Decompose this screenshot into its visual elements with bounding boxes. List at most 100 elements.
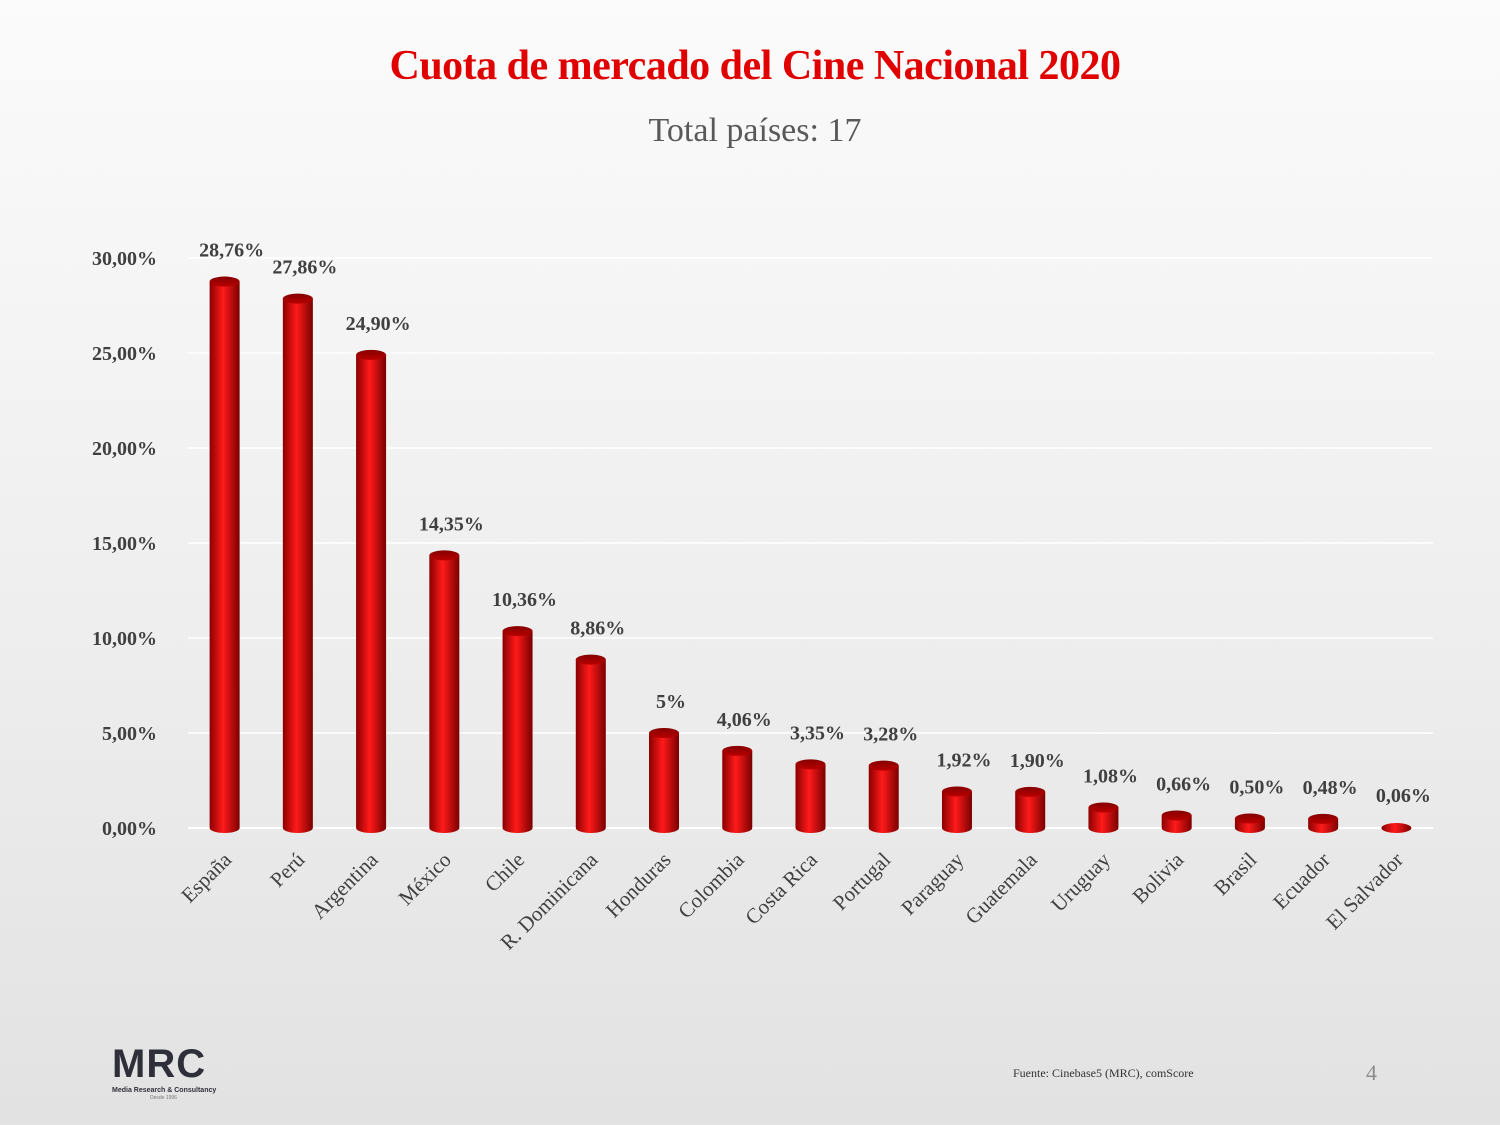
data-label: 24,90% [346, 313, 411, 335]
data-label: 3,35% [790, 722, 845, 744]
bar [1161, 810, 1192, 833]
bar-cap-shade [722, 745, 753, 756]
bar [429, 550, 460, 833]
bar-cap-shade [868, 760, 899, 771]
y-tick-label: 5,00% [102, 723, 157, 745]
chart-subtitle: Total países: 17 [648, 112, 862, 149]
y-tick-label: 30,00% [92, 248, 157, 270]
x-tick-label: Ecuador [1268, 848, 1334, 914]
x-tick-label: Argentina [307, 847, 384, 924]
bar-body [1088, 807, 1119, 833]
data-label: 1,90% [1010, 750, 1065, 772]
bar-cap-shade [209, 276, 240, 287]
x-tick-label: Chile [480, 848, 529, 897]
logo-since: Desde 1996 [150, 1095, 177, 1101]
x-tick-label: España [176, 847, 236, 907]
bar [209, 276, 240, 833]
x-tick-label: Bolivia [1128, 847, 1189, 908]
bar-cap-shade [1161, 810, 1192, 821]
x-tick-label: Honduras [601, 848, 676, 923]
bar [1015, 786, 1046, 833]
logo-subtitle: Media Research & Consultancy [112, 1087, 217, 1094]
page-number: 4 [1366, 1060, 1377, 1085]
bar [941, 786, 972, 833]
mrc-logo: MRC Media Research & Consultancy Desde 1… [112, 1044, 242, 1101]
bar-cap-shade [429, 550, 460, 561]
data-label: 0,50% [1229, 777, 1284, 799]
x-tick-label: Paraguay [896, 847, 969, 920]
y-tick-label: 0,00% [102, 818, 157, 840]
x-tick-label: Perú [265, 847, 310, 892]
data-label: 28,76% [199, 240, 264, 262]
bar-body [1381, 823, 1412, 833]
bar [1308, 813, 1339, 833]
bar-body [722, 750, 753, 833]
bar-cap-shade [356, 349, 387, 360]
data-label: 4,06% [717, 709, 772, 731]
y-tick-label: 10,00% [92, 628, 157, 650]
bar-body [1015, 791, 1046, 833]
y-axis-ticks: 0,00% 5,00% 10,00% 15,00% 20,00% 25,00% 30,00% [92, 248, 157, 840]
bars [209, 276, 1412, 833]
data-label: 8,86% [570, 618, 625, 640]
data-label: 0,48% [1303, 777, 1358, 799]
bar-cap-shade [941, 786, 972, 797]
x-tick-label: Portugal [828, 847, 895, 914]
bar-body [575, 659, 606, 833]
data-label: 10,36% [492, 589, 557, 611]
bar-body [649, 733, 680, 833]
bar [795, 759, 826, 833]
logo-mark: MRC [112, 1042, 207, 1086]
x-tick-label: Costa Rica [740, 847, 822, 929]
bar [356, 349, 387, 833]
bar-body [941, 791, 972, 833]
bar [722, 745, 753, 833]
data-label: 3,28% [863, 724, 918, 746]
data-label: 1,08% [1083, 765, 1138, 787]
bar-body [282, 298, 313, 833]
x-tick-label: Guatemala [960, 847, 1042, 929]
bar-body [868, 765, 899, 833]
y-tick-label: 25,00% [92, 343, 157, 365]
y-tick-label: 15,00% [92, 533, 157, 555]
data-label: 14,35% [419, 513, 484, 535]
data-label: 0,06% [1376, 785, 1431, 807]
bar-cap-shade [282, 293, 313, 304]
bar [1234, 813, 1265, 833]
data-label: 1,92% [936, 750, 991, 772]
bar-cap-shade [1308, 813, 1339, 824]
bar [575, 654, 606, 833]
bar-body [795, 764, 826, 833]
x-tick-label: Colombia [673, 847, 749, 923]
data-labels: 28,76% 27,86% 24,90% 14,35% 10,36% 8,86% 5% 4,0… [199, 240, 1431, 807]
bar-body [209, 281, 240, 833]
source-note: Fuente: Cinebase5 (MRC), comScore [1013, 1066, 1194, 1080]
data-label: 27,86% [272, 257, 337, 279]
bar-cap-shade [575, 654, 606, 665]
bar [649, 728, 680, 833]
chart-title: Cuota de mercado del Cine Nacional 2020 [389, 43, 1121, 89]
bar [868, 760, 899, 833]
bar-cap-shade [1015, 786, 1046, 797]
x-tick-label: Uruguay [1046, 847, 1115, 916]
bar [282, 293, 313, 833]
bar-chart: 0,00% 5,00% 10,00% 15,00% 20,00% 25,00% 30,00%… [92, 239, 1431, 955]
bar-cap-shade [649, 728, 680, 738]
bar-cap-shade [1088, 802, 1119, 813]
bar-cap-shade [795, 759, 826, 770]
bar [1381, 823, 1412, 833]
bar [502, 626, 533, 833]
x-tick-label: El Salvador [1321, 848, 1408, 935]
bar-cap-shade [1234, 813, 1265, 824]
x-tick-label: Brasil [1209, 847, 1262, 900]
bar-body [356, 354, 387, 833]
data-label: 0,66% [1156, 773, 1211, 795]
data-label: 5% [656, 691, 686, 713]
bar-cap-shade [502, 626, 533, 637]
bar [1088, 802, 1119, 833]
bar-body [429, 555, 460, 833]
x-tick-label: México [394, 848, 456, 910]
y-tick-label: 20,00% [92, 438, 157, 460]
bar-body [1161, 815, 1192, 833]
